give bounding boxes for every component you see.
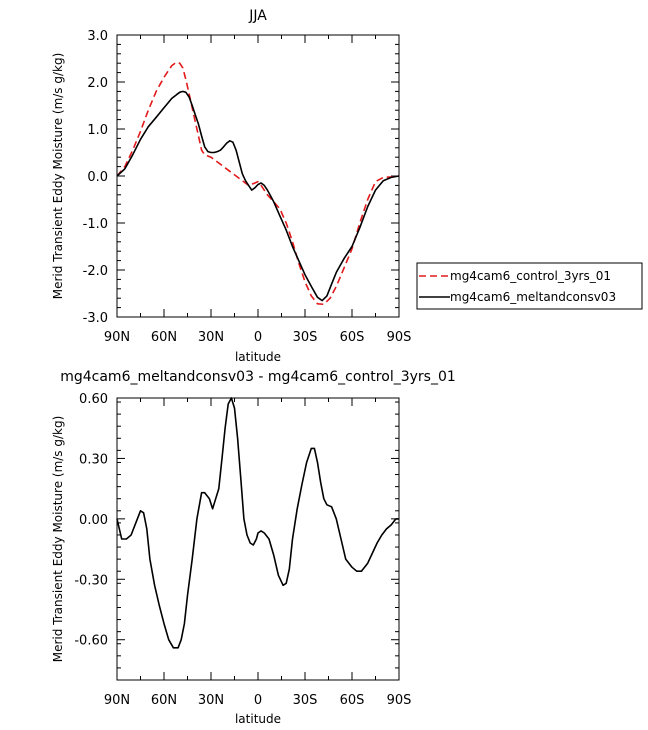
legend-box <box>416 262 643 310</box>
panel-bottom-xlabel: latitude <box>235 712 281 726</box>
x-tick-label: 60S <box>340 693 365 708</box>
legend: mg4cam6_control_3yrs_01 mg4cam6_meltandc… <box>416 262 643 310</box>
x-tick-label: 60N <box>151 330 177 345</box>
panel-top-xlabel: latitude <box>235 350 281 364</box>
x-tick-label: 30N <box>198 693 224 708</box>
x-tick-label: 90N <box>104 693 130 708</box>
x-tick-label: 60S <box>340 330 365 345</box>
panel-bottom: mg4cam6_meltandconsv03 - mg4cam6_control… <box>51 369 456 726</box>
panel-bottom-title: mg4cam6_meltandconsv03 - mg4cam6_control… <box>60 369 456 385</box>
x-tick-label: 90S <box>387 693 412 708</box>
y-tick-label: 0.30 <box>79 452 108 467</box>
panel-bottom-frame <box>116 397 400 681</box>
panel-top-title: JJA <box>248 8 267 24</box>
y-tick-label: -1.0 <box>83 217 108 232</box>
y-tick-label: -2.0 <box>83 264 108 279</box>
x-tick-label: 30S <box>293 330 318 345</box>
legend-label-meltandconsv: mg4cam6_meltandconsv03 <box>450 290 616 304</box>
panel-top-ticks: 90N 60N 30N 0 30S 60S 90S 3.0 2.0 1.0 0.0 -1.0 -2.0 -… <box>83 29 412 345</box>
series-line <box>116 397 399 649</box>
x-tick-label: 30S <box>293 693 318 708</box>
y-tick-label: 2.0 <box>87 76 108 91</box>
panel-top-series <box>116 61 400 306</box>
y-tick-label: -0.30 <box>74 573 108 588</box>
y-tick-label: -0.60 <box>74 634 108 649</box>
legend-label-control: mg4cam6_control_3yrs_01 <box>450 269 611 283</box>
series-line <box>116 90 400 302</box>
y-tick-label: -3.0 <box>83 311 108 326</box>
x-tick-label: 30N <box>198 330 224 345</box>
x-tick-label: 90S <box>387 330 412 345</box>
x-tick-label: 60N <box>151 693 177 708</box>
y-tick-label: 0.0 <box>87 170 108 185</box>
y-tick-label: 0.60 <box>79 392 108 407</box>
series-line <box>116 61 400 306</box>
y-tick-label: 3.0 <box>87 29 108 44</box>
y-tick-label: 0.00 <box>79 513 108 528</box>
panel-bottom-ylabel: Merid Transient Eddy Moisture (m/s g/kg) <box>51 416 65 663</box>
x-tick-label: 0 <box>254 330 262 345</box>
panel-bottom-ticks: 90N 60N 30N 0 30S 60S 90S 0.60 0.30 0.00 -0.30 -0.6… <box>74 392 411 708</box>
y-tick-label: 1.0 <box>87 123 108 138</box>
panel-top-ylabel: Merid Transient Eddy Moisture (m/s g/kg) <box>51 53 65 300</box>
x-tick-label: 0 <box>254 693 262 708</box>
panel-top: JJA Merid Transient Eddy Moisture (m/s g… <box>51 8 411 364</box>
panel-bottom-series <box>116 397 399 649</box>
panel-top-frame <box>116 34 400 318</box>
x-tick-label: 90N <box>104 330 130 345</box>
